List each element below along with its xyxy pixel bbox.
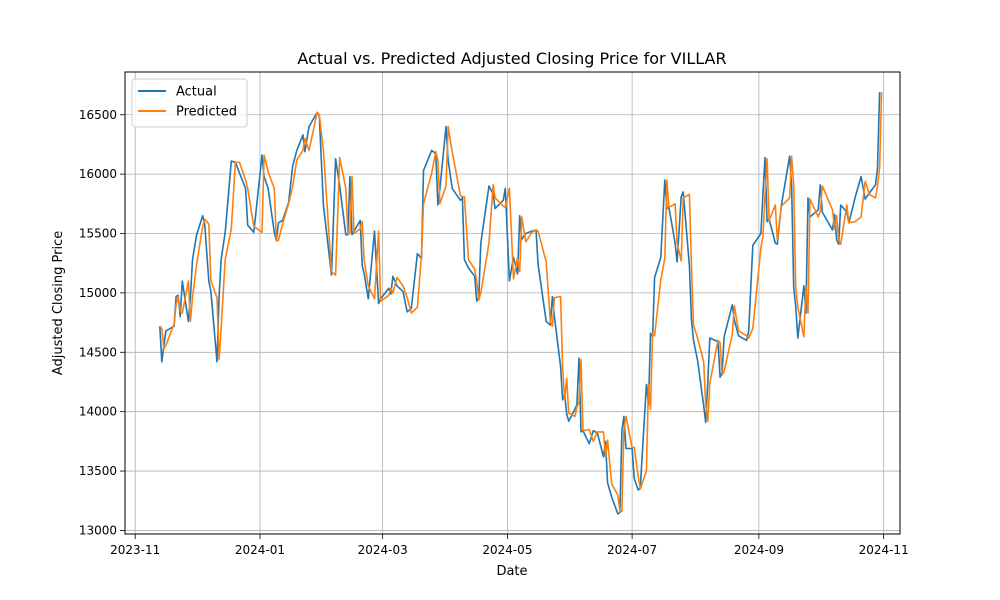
legend-label-actual: Actual [176, 85, 217, 100]
series-line-predicted [159, 92, 883, 513]
chart-title: Actual vs. Predicted Adjusted Closing Pr… [297, 49, 726, 68]
y-tick-label: 13500 [79, 464, 117, 478]
y-tick-label: 15000 [79, 286, 117, 300]
x-axis-label: Date [496, 564, 527, 579]
y-tick-label: 16500 [79, 108, 117, 122]
x-tick-label: 2024-09 [734, 543, 784, 557]
legend-label-predicted: Predicted [176, 105, 237, 120]
x-tick-label: 2024-11 [859, 543, 909, 557]
legend: Actual Predicted [131, 78, 248, 128]
y-tick-label: 14000 [79, 405, 117, 419]
y-axis: 13000 13500 14000 14500 15000 15500 16000 16500 [79, 108, 125, 537]
x-tick-label: 2023-11 [110, 543, 160, 557]
series-lines [159, 92, 883, 515]
x-tick-label: 2024-01 [235, 543, 285, 557]
series-line-actual [159, 92, 881, 515]
y-tick-label: 15500 [79, 227, 117, 241]
y-tick-label: 13000 [79, 523, 117, 537]
x-tick-label: 2024-03 [358, 543, 408, 557]
x-tick-label: 2024-05 [482, 543, 532, 557]
y-tick-label: 16000 [79, 167, 117, 181]
grid-lines [125, 72, 900, 534]
y-axis-label: Adjusted Closing Price [51, 231, 66, 375]
x-axis: 2023-11 2024-01 2024-03 2024-05 2024-07 2024-… [110, 534, 909, 557]
y-tick-label: 14500 [79, 345, 117, 359]
plot-frame [124, 71, 901, 535]
x-tick-label: 2024-07 [607, 543, 657, 557]
